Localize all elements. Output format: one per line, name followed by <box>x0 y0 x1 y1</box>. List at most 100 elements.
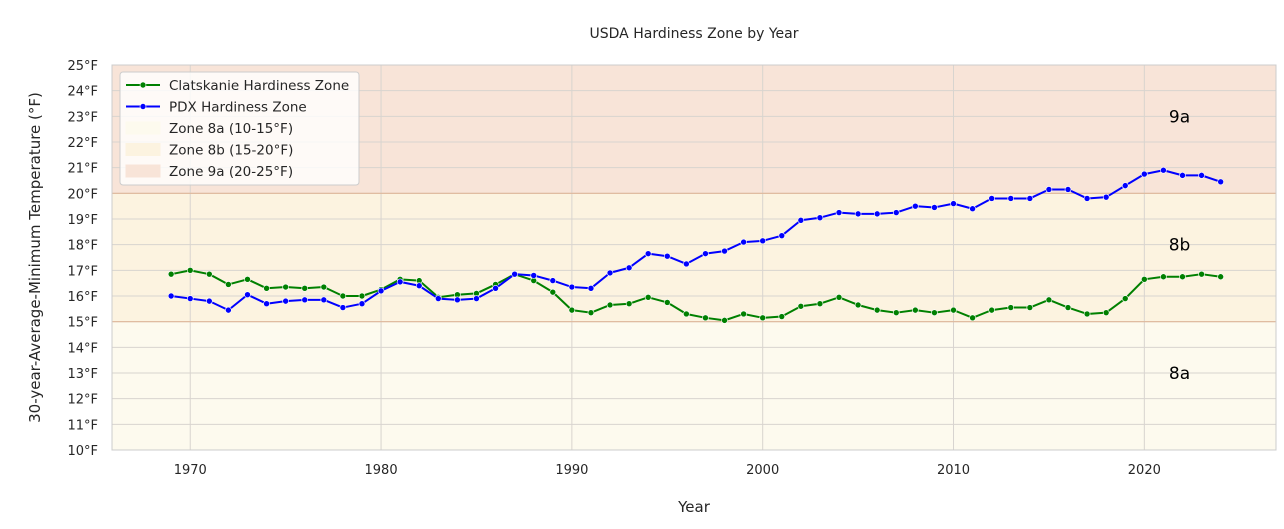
series-1-point <box>702 250 709 257</box>
y-tick-label: 11°F <box>67 418 98 433</box>
series-0-point <box>1121 295 1129 302</box>
y-tick-label: 14°F <box>67 341 98 356</box>
series-1-point <box>549 277 557 284</box>
y-tick-label: 16°F <box>67 290 98 305</box>
series-0-point <box>549 288 557 296</box>
series-1-point <box>435 295 442 302</box>
series-1-point <box>759 237 766 245</box>
series-1-point <box>1007 195 1015 202</box>
series-1-point <box>587 284 595 292</box>
series-0-point <box>797 302 805 310</box>
series-1-point <box>1045 186 1053 193</box>
y-tick-label: 21°F <box>67 162 98 177</box>
series-1-point <box>1102 193 1110 201</box>
series-0-point <box>1102 309 1110 316</box>
series-0-point <box>1179 273 1186 281</box>
series-0-point <box>759 314 766 322</box>
series-1-point <box>1141 170 1148 178</box>
series-0-point <box>1141 276 1148 283</box>
series-1-point <box>320 296 328 304</box>
series-1-point <box>873 210 881 218</box>
series-1-point <box>415 282 423 290</box>
series-1-point <box>969 205 976 213</box>
y-tick-labels: 10°F 11°F 12°F 13°F 14°F 15°F 16°F 17°F 18°F 19°F… <box>67 59 98 459</box>
series-0-point <box>358 292 366 300</box>
y-tick-label: 10°F <box>67 444 98 459</box>
series-0-point <box>1160 273 1167 281</box>
series-1-point <box>663 252 671 260</box>
series-0-point <box>320 283 328 291</box>
series-0-point <box>721 317 728 324</box>
series-1-point <box>988 195 995 202</box>
legend-label-8b: Zone 8b (15-20°F) <box>169 143 293 159</box>
y-tick-label: 24°F <box>67 85 98 100</box>
chart-title: USDA Hardiness Zone by Year <box>590 26 799 42</box>
series-1-point <box>778 232 786 239</box>
series-1-point <box>912 202 919 210</box>
legend-label-0: Clatskanie Hardiness Zone <box>169 78 349 94</box>
series-0-point <box>816 300 824 308</box>
y-tick-label: 17°F <box>67 264 98 279</box>
series-1-point <box>1179 172 1186 179</box>
series-0-point <box>778 313 786 320</box>
series-0-point <box>1217 273 1224 281</box>
x-tick-label: 1980 <box>365 463 398 478</box>
series-1-point <box>492 284 499 292</box>
series-1-point <box>1083 195 1091 202</box>
y-axis-label: 30-year-Average-Minimum Temperature (°F) <box>26 92 44 423</box>
series-1-point <box>950 200 957 207</box>
x-axis-label: Year <box>677 498 711 516</box>
series-0-point <box>835 293 843 301</box>
y-tick-label: 20°F <box>67 187 98 202</box>
series-1-point <box>282 297 289 305</box>
series-0-point <box>225 281 232 288</box>
series-1-point <box>568 283 576 291</box>
series-0-point <box>988 306 995 314</box>
series-0-point <box>568 306 576 314</box>
series-1-point <box>835 209 843 216</box>
series-1-point <box>396 278 404 286</box>
series-1-point <box>644 250 652 257</box>
series-0-point <box>301 284 309 292</box>
series-0-point <box>740 310 747 318</box>
series-1-point <box>606 269 614 277</box>
series-1-point <box>244 291 251 299</box>
series-0-point <box>1198 270 1205 278</box>
series-1-point <box>625 264 633 272</box>
zone-label-9a: 9a <box>1169 107 1190 127</box>
x-tick-label: 2020 <box>1128 463 1161 478</box>
series-1-point <box>473 295 480 302</box>
series-1-point <box>530 272 538 279</box>
y-tick-label: 22°F <box>67 136 98 151</box>
series-0-point <box>282 283 289 291</box>
y-tick-label: 13°F <box>67 367 98 382</box>
legend-label-9a: Zone 9a (20-25°F) <box>169 164 293 180</box>
series-1-point <box>1198 172 1205 179</box>
legend-label-8a: Zone 8a (10-15°F) <box>169 121 293 137</box>
series-0-point <box>873 306 881 314</box>
series-0-point <box>1045 296 1053 304</box>
series-1-point <box>511 270 518 278</box>
series-0-point <box>606 301 614 309</box>
series-0-point <box>587 309 595 316</box>
zone-labels: 8a 8b 9a <box>1169 107 1191 384</box>
series-1-point <box>721 247 728 255</box>
series-0-point <box>702 314 709 322</box>
series-0-point <box>969 314 976 322</box>
x-tick-label: 2010 <box>937 463 970 478</box>
series-1-point <box>1217 178 1224 186</box>
series-0-point <box>663 299 671 306</box>
series-1-point <box>339 304 347 311</box>
series-0-point <box>683 310 690 318</box>
series-1-point <box>186 295 194 302</box>
y-tick-label: 25°F <box>67 59 98 74</box>
series-1-point <box>454 296 461 304</box>
series-1-point <box>1160 166 1167 174</box>
series-0-point <box>206 270 213 278</box>
x-tick-labels: 1970 1980 1990 2000 2010 2020 <box>174 463 1161 478</box>
series-0-point <box>1064 304 1072 311</box>
series-0-point <box>950 306 957 314</box>
y-tick-label: 19°F <box>67 213 98 228</box>
series-1-point <box>263 300 270 308</box>
x-tick-label: 1970 <box>174 463 207 478</box>
